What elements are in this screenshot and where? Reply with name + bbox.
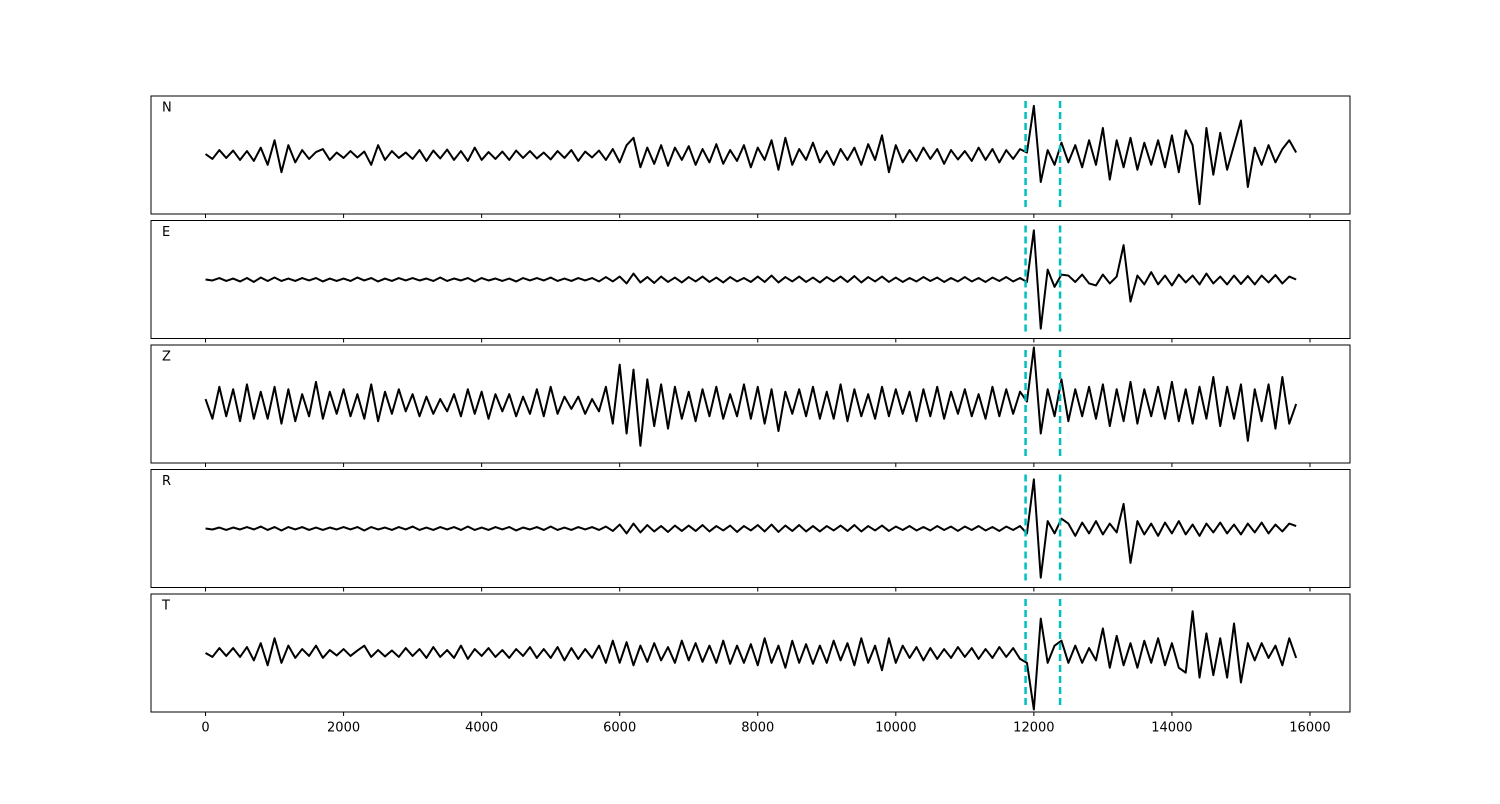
- x-tick-label: 6000: [603, 721, 636, 736]
- waveform: [205, 610, 1298, 711]
- waveform: [204, 104, 1298, 206]
- trace-label: T: [161, 599, 170, 614]
- trace-label: R: [162, 474, 171, 489]
- x-tick-label: 4000: [465, 721, 498, 736]
- panel-frame: [150, 344, 1351, 464]
- x-tick-label: 14000: [1151, 721, 1192, 736]
- x-tick-label: 0: [201, 721, 209, 736]
- panel-frame: [150, 220, 1351, 339]
- panel-frame: [150, 95, 1351, 215]
- trace-label: Z: [162, 350, 171, 365]
- panel-frame: [150, 593, 1351, 713]
- waveform: [205, 478, 1297, 579]
- x-tick-label: 16000: [1289, 721, 1330, 736]
- waveform: [204, 346, 1298, 447]
- x-tick-label: 12000: [1013, 721, 1054, 736]
- x-tick-label: 10000: [875, 721, 916, 736]
- trace-label: N: [162, 101, 172, 116]
- x-tick-label: 8000: [741, 721, 774, 736]
- trace-label: E: [162, 225, 170, 240]
- panel-frame: [150, 469, 1351, 588]
- waveform: [205, 229, 1297, 330]
- x-tick-label: 2000: [327, 721, 360, 736]
